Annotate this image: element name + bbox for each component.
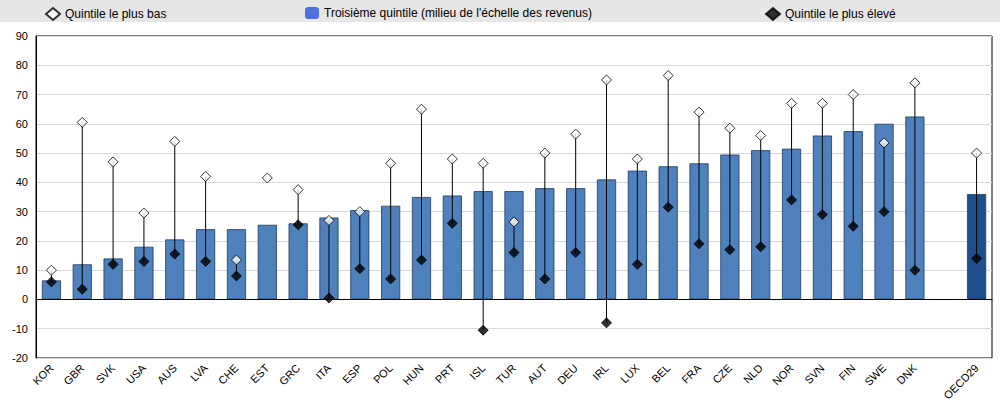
svg-text:TUR: TUR: [494, 362, 518, 386]
svg-text:ITA: ITA: [313, 361, 333, 381]
svg-text:50: 50: [16, 147, 28, 159]
svg-text:LVA: LVA: [188, 361, 210, 383]
svg-text:Quintile le plus élevé: Quintile le plus élevé: [785, 7, 896, 21]
svg-text:AUS: AUS: [155, 362, 179, 386]
svg-text:90: 90: [16, 30, 28, 42]
svg-text:NLD: NLD: [741, 362, 765, 386]
svg-text:80: 80: [16, 59, 28, 71]
svg-text:HUN: HUN: [400, 362, 425, 387]
svg-text:KOR: KOR: [30, 362, 55, 387]
svg-text:-10: -10: [12, 323, 28, 335]
svg-text:GRC: GRC: [277, 362, 303, 388]
svg-text:DEU: DEU: [555, 362, 580, 387]
svg-text:30: 30: [16, 206, 28, 218]
svg-text:ISL: ISL: [467, 362, 487, 382]
svg-text:20: 20: [16, 235, 28, 247]
svg-text:NOR: NOR: [770, 362, 796, 388]
svg-text:LUX: LUX: [618, 361, 642, 385]
svg-text:FRA: FRA: [679, 361, 703, 385]
svg-text:40: 40: [16, 176, 28, 188]
svg-text:70: 70: [16, 89, 28, 101]
svg-text:IRL: IRL: [590, 362, 611, 383]
svg-text:USA: USA: [124, 361, 149, 386]
svg-text:AUT: AUT: [525, 362, 549, 386]
svg-text:-20: -20: [12, 352, 28, 364]
svg-text:PRT: PRT: [433, 362, 457, 386]
svg-text:DNK: DNK: [894, 361, 919, 386]
svg-text:SVN: SVN: [802, 362, 827, 387]
svg-text:CHE: CHE: [216, 362, 241, 387]
svg-text:POL: POL: [371, 362, 395, 386]
svg-text:BEL: BEL: [649, 362, 672, 385]
svg-text:10: 10: [16, 264, 28, 276]
svg-text:GBR: GBR: [61, 362, 86, 387]
svg-text:0: 0: [22, 293, 28, 305]
svg-text:FIN: FIN: [836, 362, 857, 383]
svg-text:CZE: CZE: [710, 362, 734, 386]
svg-text:EST: EST: [248, 362, 272, 386]
svg-text:SVK: SVK: [93, 361, 118, 386]
svg-text:ESP: ESP: [340, 362, 364, 386]
svg-text:SWE: SWE: [862, 362, 888, 388]
svg-text:60: 60: [16, 118, 28, 130]
svg-text:Quintile le plus bas: Quintile le plus bas: [65, 7, 166, 21]
svg-text:Troisième quintile (milieu de: Troisième quintile (milieu de l'échelle …: [324, 6, 592, 20]
svg-text:OECD29: OECD29: [941, 362, 981, 402]
